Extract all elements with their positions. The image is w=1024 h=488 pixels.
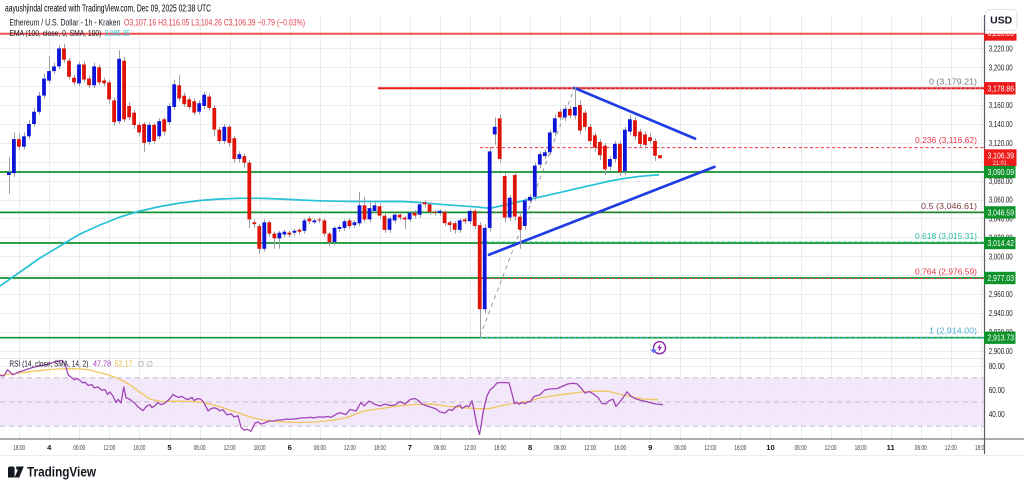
svg-text:EMA (100, close, 0, SMA, 100): EMA (100, close, 0, SMA, 100) (9, 29, 101, 38)
svg-text:18:00: 18:00 (975, 443, 987, 452)
svg-text:3,220.00: 3,220.00 (989, 44, 1013, 54)
svg-text:80.00: 80.00 (989, 361, 1005, 371)
svg-text:3,014.42: 3,014.42 (988, 238, 1015, 248)
svg-text:RSI (14, close, SMA, 14, 2): RSI (14, close, SMA, 14, 2) (9, 360, 88, 369)
svg-text:3,000.00: 3,000.00 (989, 251, 1013, 261)
svg-text:40.00: 40.00 (989, 409, 1005, 419)
svg-text:∅: ∅ (138, 360, 145, 369)
svg-text:Ethereum / U.S. Dollar - 1h -: Ethereum / U.S. Dollar - 1h - Kraken (9, 18, 120, 28)
svg-text:06:00: 06:00 (674, 443, 686, 452)
svg-text:0 (3,179.21): 0 (3,179.21) (929, 77, 977, 87)
svg-text:18:00: 18:00 (374, 443, 386, 452)
svg-text:1 (2,914.00): 1 (2,914.00) (929, 326, 977, 336)
svg-text:06:00: 06:00 (795, 443, 807, 452)
svg-text:3,200.00: 3,200.00 (989, 62, 1013, 72)
svg-text:5: 5 (167, 443, 172, 452)
svg-text:3,120.00: 3,120.00 (989, 138, 1013, 148)
svg-text:O3,107.16 H3,116.05 L3,104.2: O3,107.16 H3,116.05 L3,104.26 C3,106.39 … (124, 18, 305, 28)
svg-text:4: 4 (47, 443, 52, 452)
svg-text:3,040.00: 3,040.00 (989, 214, 1013, 224)
svg-text:6: 6 (288, 443, 292, 452)
svg-text:0.236 (3,116.62): 0.236 (3,116.62) (915, 135, 977, 145)
svg-text:21:01: 21:01 (993, 160, 1007, 167)
svg-text:10: 10 (766, 443, 774, 452)
svg-text:2,960.00: 2,960.00 (989, 289, 1013, 299)
svg-text:3,160.00: 3,160.00 (989, 100, 1013, 110)
svg-text:18:00: 18:00 (133, 443, 145, 452)
svg-text:18:00: 18:00 (13, 443, 25, 452)
svg-text:3,090.09: 3,090.09 (988, 167, 1015, 177)
svg-text:3,080.00: 3,080.00 (989, 176, 1013, 186)
svg-text:2,913.73: 2,913.73 (988, 333, 1015, 343)
svg-text:47.78: 47.78 (93, 360, 111, 369)
svg-text:52.17: 52.17 (115, 360, 133, 369)
svg-text:3,235.89: 3,235.89 (988, 28, 1015, 38)
svg-text:3,140.00: 3,140.00 (989, 119, 1013, 129)
svg-text:3,178.86: 3,178.86 (988, 83, 1015, 93)
svg-text:12:00: 12:00 (704, 443, 716, 452)
svg-text:06:00: 06:00 (434, 443, 446, 452)
svg-text:0.764 (2,976.59): 0.764 (2,976.59) (915, 266, 977, 276)
svg-text:TradingView: TradingView (27, 465, 96, 480)
svg-text:3,060.00: 3,060.00 (989, 195, 1013, 205)
svg-text:18:00: 18:00 (614, 443, 626, 452)
svg-text:aayushjindal created with Trad: aayushjindal created with TradingView.co… (5, 4, 211, 15)
svg-text:8: 8 (528, 443, 532, 452)
svg-text:12:00: 12:00 (103, 443, 115, 452)
svg-text:9: 9 (648, 443, 652, 452)
svg-text:12:00: 12:00 (344, 443, 356, 452)
svg-text:2,977.03: 2,977.03 (988, 273, 1015, 283)
svg-text:12:00: 12:00 (584, 443, 596, 452)
svg-text:2,940.00: 2,940.00 (989, 308, 1013, 318)
svg-text:11: 11 (887, 443, 896, 452)
svg-text:0.618 (3,015.31): 0.618 (3,015.31) (915, 231, 977, 241)
svg-text:06:00: 06:00 (73, 443, 85, 452)
svg-text:18:00: 18:00 (855, 443, 867, 452)
svg-text:USD: USD (990, 16, 1012, 27)
svg-text:60.00: 60.00 (989, 385, 1005, 395)
svg-text:06:00: 06:00 (915, 443, 927, 452)
svg-text:12:00: 12:00 (825, 443, 837, 452)
svg-text:7: 7 (408, 443, 412, 452)
svg-text:06:00: 06:00 (554, 443, 566, 452)
svg-text:3,106.39: 3,106.39 (988, 150, 1015, 160)
svg-text:0.5 (3,046.61): 0.5 (3,046.61) (921, 201, 977, 211)
svg-text:18:00: 18:00 (734, 443, 746, 452)
svg-text:18:00: 18:00 (254, 443, 266, 452)
svg-text:2,900.00: 2,900.00 (989, 346, 1013, 356)
svg-text:3,085.35: 3,085.35 (105, 29, 131, 38)
svg-text:∅: ∅ (146, 360, 153, 369)
svg-text:06:00: 06:00 (314, 443, 326, 452)
svg-text:12:00: 12:00 (945, 443, 957, 452)
svg-text:06:00: 06:00 (194, 443, 206, 452)
svg-text:3,046.59: 3,046.59 (988, 207, 1015, 217)
svg-text:12:00: 12:00 (224, 443, 236, 452)
svg-text:12:00: 12:00 (464, 443, 476, 452)
svg-text:18:00: 18:00 (494, 443, 506, 452)
